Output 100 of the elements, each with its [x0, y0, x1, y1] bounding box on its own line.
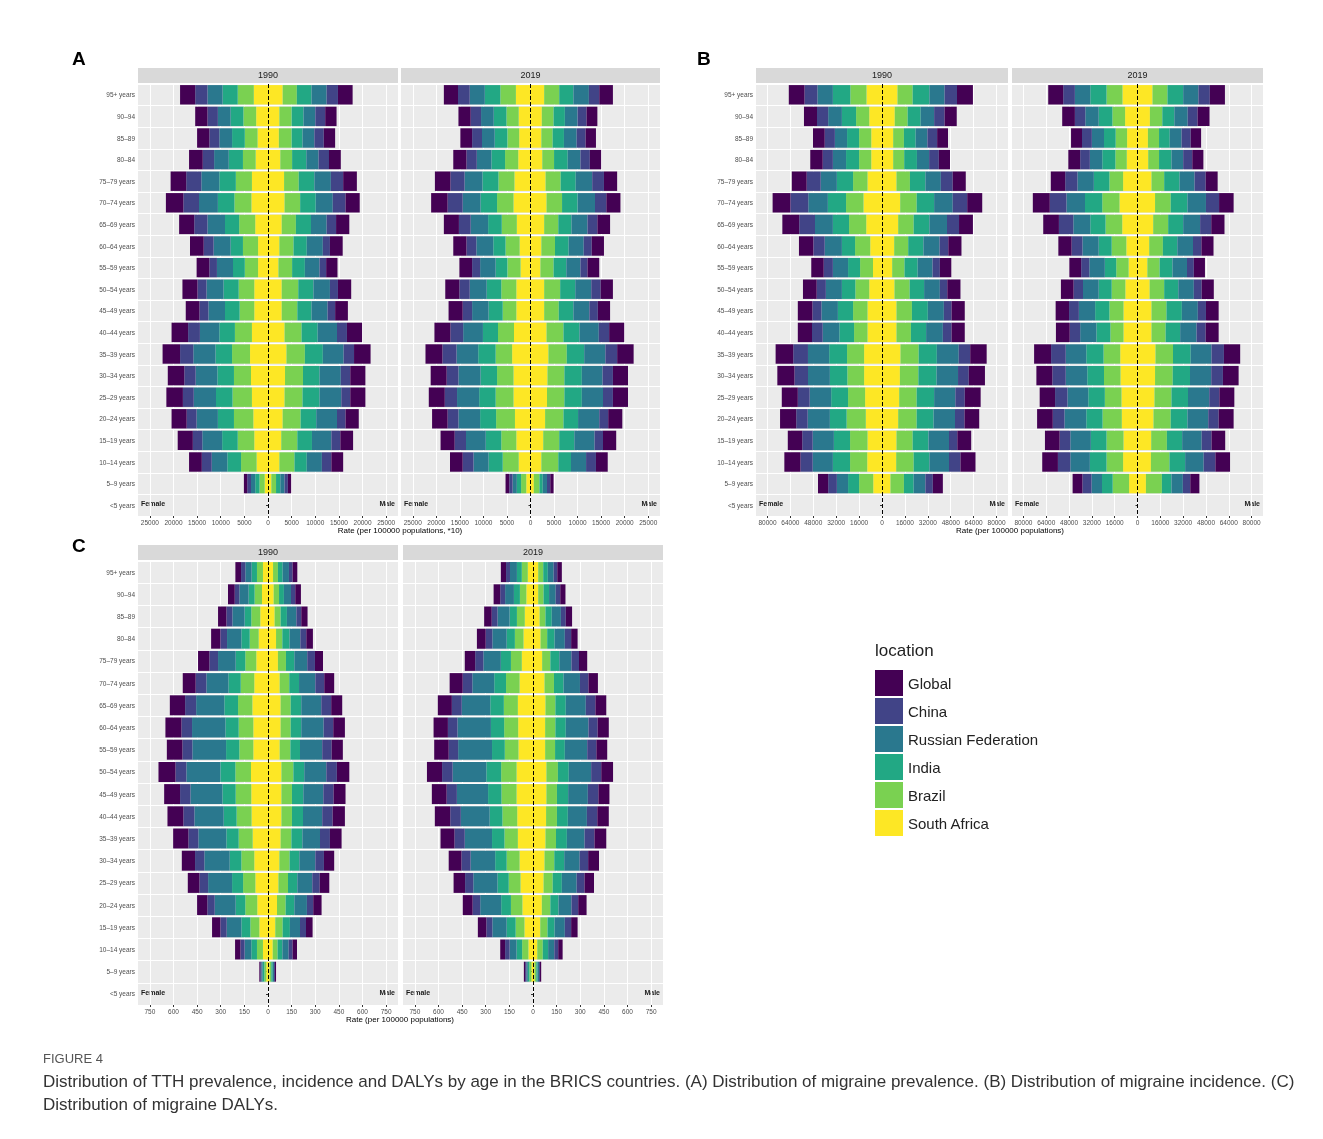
bar — [584, 344, 606, 364]
bar — [814, 214, 833, 235]
bar — [547, 365, 565, 386]
bar — [456, 784, 489, 805]
bar — [503, 695, 518, 716]
bar — [220, 761, 236, 782]
bar — [545, 171, 561, 191]
bar — [219, 128, 233, 148]
bar — [957, 430, 972, 451]
bar — [182, 279, 198, 299]
bar — [557, 761, 569, 782]
bar — [824, 236, 842, 256]
bar — [500, 939, 506, 960]
bar — [1116, 257, 1129, 278]
bar — [578, 409, 600, 429]
bar — [509, 562, 517, 583]
bar — [564, 365, 582, 386]
bar — [284, 322, 302, 343]
bar — [1169, 452, 1186, 472]
bar — [554, 236, 569, 256]
bar — [951, 301, 965, 321]
bar — [812, 301, 822, 321]
bar — [545, 409, 564, 429]
bar — [1193, 257, 1205, 278]
bar — [502, 452, 519, 472]
bar — [345, 193, 360, 213]
bar — [553, 673, 564, 694]
bar — [559, 430, 575, 451]
bar — [453, 236, 467, 256]
bar — [548, 344, 567, 364]
bar — [816, 279, 826, 299]
bar — [784, 452, 801, 472]
bar — [1183, 149, 1193, 170]
bar — [193, 344, 216, 364]
bar — [603, 430, 617, 451]
bar — [791, 171, 807, 191]
bar — [1063, 85, 1075, 105]
bar — [296, 85, 312, 105]
bar — [1150, 452, 1170, 472]
bar — [1065, 365, 1088, 386]
bar — [224, 695, 239, 716]
bar — [175, 761, 187, 782]
bar — [288, 562, 293, 583]
bar — [189, 452, 202, 472]
bar — [1060, 279, 1074, 299]
bar — [1190, 344, 1212, 364]
bar — [540, 628, 548, 649]
bar — [235, 562, 242, 583]
bar — [219, 171, 236, 191]
bar — [1218, 409, 1234, 429]
bar — [1193, 279, 1202, 299]
bar — [303, 106, 316, 127]
bar — [1205, 171, 1218, 191]
bar — [166, 739, 183, 760]
bar — [944, 85, 958, 105]
bar — [259, 473, 265, 494]
bar — [1102, 193, 1120, 213]
bar — [521, 562, 528, 583]
bar — [597, 214, 611, 235]
bar — [1187, 193, 1206, 213]
bar — [565, 695, 586, 716]
bar — [1165, 322, 1181, 343]
bar — [462, 895, 473, 916]
bar — [202, 430, 223, 451]
bar — [301, 606, 308, 627]
bar — [449, 673, 463, 694]
bar — [1103, 128, 1116, 148]
bar — [554, 628, 565, 649]
bar — [192, 739, 227, 760]
bar — [307, 650, 315, 671]
bar — [1170, 193, 1188, 213]
bar — [329, 279, 338, 299]
bar — [543, 430, 560, 451]
bar — [180, 784, 191, 805]
bar — [899, 387, 917, 407]
text: C — [72, 535, 86, 557]
bar — [501, 784, 517, 805]
bar — [282, 917, 290, 938]
bar — [273, 562, 278, 583]
bar — [285, 650, 295, 671]
bar — [1067, 387, 1089, 407]
bar — [899, 365, 919, 386]
bar — [1153, 214, 1169, 235]
bar — [597, 806, 609, 827]
bar — [440, 828, 455, 849]
bar — [818, 473, 829, 494]
bar — [457, 387, 480, 407]
bar — [281, 761, 294, 782]
bar — [589, 149, 602, 170]
bar — [228, 673, 241, 694]
bar — [496, 409, 515, 429]
bar — [177, 430, 193, 451]
bar — [282, 409, 301, 429]
bar — [828, 473, 837, 494]
bar — [1209, 387, 1220, 407]
bar — [185, 301, 200, 321]
bar — [1155, 344, 1174, 364]
bar — [472, 128, 482, 148]
bar — [1182, 430, 1202, 451]
bar — [558, 452, 571, 472]
